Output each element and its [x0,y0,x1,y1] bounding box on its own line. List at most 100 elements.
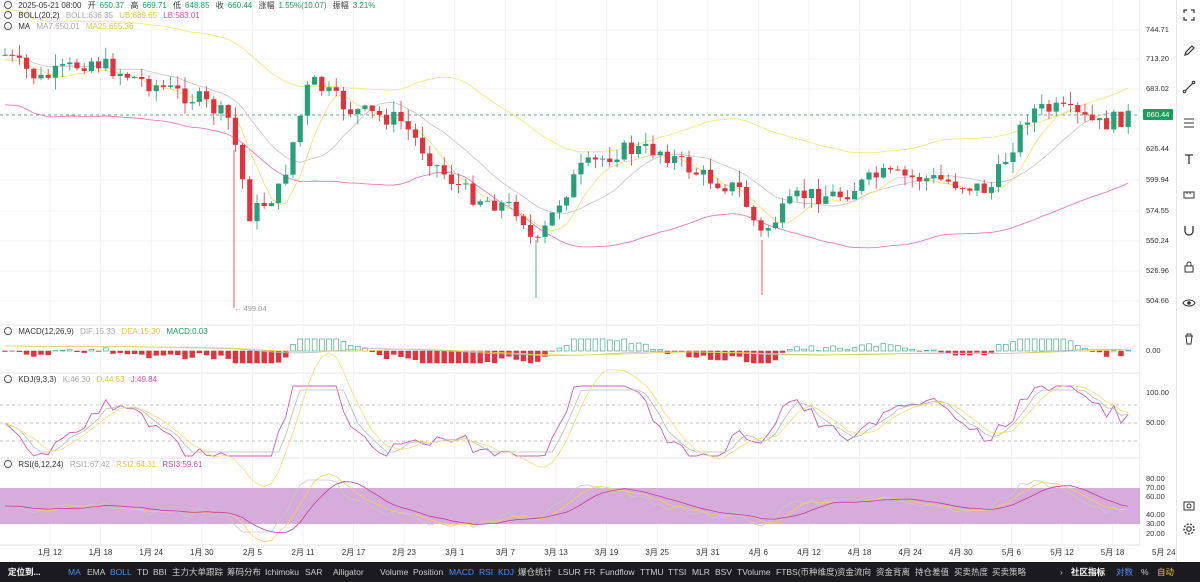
price-axis-label: 526.96 [1146,266,1169,275]
candle-body [736,182,742,188]
candle-body [744,187,750,207]
macd-histogram-bar [203,350,210,356]
indicator-toggle-1[interactable]: EMA [87,567,106,577]
rsi2-value: RSI2:64.31 [116,460,157,469]
macd-histogram-bar [513,350,519,360]
settings-icon[interactable] [4,460,12,468]
fullscreen-icon[interactable] [1182,8,1196,22]
rsi-name: RSI(6,12,24) [18,460,64,469]
settings-icon[interactable] [4,22,12,30]
indicator-toggle-26[interactable]: 资金背离 [876,567,911,577]
indicator-toggle-28[interactable]: 买卖热度 [954,567,989,577]
settings-icon[interactable] [4,11,12,19]
time-axis-label: 3月 1 [445,548,465,557]
magnet-icon[interactable] [1182,224,1196,238]
boll-info[interactable]: BOLL(20,2) BOLL:636.35 UB:689.65 LB:583.… [4,11,204,21]
fib-icon[interactable] [1182,116,1196,130]
trash-icon[interactable] [1182,332,1196,346]
indicator-toggle-6[interactable]: 筹码分布 [227,567,262,577]
indicator-toggle-4[interactable]: BBI [153,567,167,577]
kdj-info[interactable]: KDJ(9,3,3) K:46.30 D:44.53 J:49.84 [4,375,161,385]
more-indicators-button[interactable]: › [1060,567,1063,577]
settings-icon[interactable] [4,327,12,335]
indicator-toggle-18[interactable]: Fundflow [600,567,635,577]
trend-line-icon[interactable] [1182,80,1196,94]
indicator-toggle-5[interactable]: 主力大单跟踪 [172,567,224,577]
macd-histogram-bar [506,350,512,357]
macd-histogram-bar [851,347,858,352]
community-indicators-button[interactable]: 社区指标 [1071,567,1106,577]
measure-icon[interactable] [1182,188,1196,202]
indicator-toggle-25[interactable]: 资金流向 [837,567,872,577]
macd-histogram-bar [520,350,527,362]
settings-gear-icon[interactable] [1182,522,1196,536]
candle-body [477,201,483,205]
indicator-toggle-21[interactable]: MLR [692,567,710,577]
indicator-toggle-17[interactable]: FR [584,567,596,577]
candle-body [218,105,224,114]
kdj-j: J:49.84 [130,375,158,384]
indicator-toggle-7[interactable]: Ichimoku [265,567,300,577]
settings-icon[interactable] [4,375,12,383]
macd-histogram-bar [225,350,231,359]
candle-body [672,156,678,163]
log-scale-toggle[interactable]: 对数 [1116,567,1134,577]
candle-body [1104,118,1110,130]
drawing-pen-icon[interactable] [1182,44,1196,58]
candle-body [657,151,663,156]
auto-scale-toggle[interactable]: 自动 [1157,567,1175,577]
indicator-toggle-10[interactable]: Volume [380,567,409,577]
candle-body [470,183,476,205]
chart-canvas[interactable] [0,0,1140,548]
eye-icon[interactable] [1182,296,1196,310]
macd-histogram-bar [333,338,339,352]
indicator-toggle-11[interactable]: Position [413,567,444,577]
indicator-toggle-20[interactable]: TTSI [668,567,687,577]
candle-body [607,158,613,163]
indicator-toggle-12[interactable]: MACD [449,567,475,577]
indicator-toggle-15[interactable]: 爆仓统计 [518,567,553,577]
indicator-toggle-29[interactable]: 买卖策略 [992,567,1027,577]
lock-icon[interactable] [1182,260,1196,274]
indicator-toggle-16[interactable]: LSUR [558,567,581,577]
indicator-toggle-2[interactable]: BOLL [110,567,132,577]
indicator-toggle-9[interactable]: Alligator [333,567,364,577]
candle-body [945,179,951,182]
boll-mid-line [4,54,1129,215]
candle-body [664,151,670,163]
indicator-toggle-19[interactable]: TTMU [640,567,664,577]
rsi-info[interactable]: RSI(6,12,24) RSI1:67.42 RSI2:64.31 RSI3:… [4,460,206,470]
indicator-toggle-27[interactable]: 持仓差值 [915,567,950,577]
candle-body [621,142,627,160]
candle-body [816,189,822,204]
candle-body [16,55,22,58]
ma-info[interactable]: MA MA7:650.01 MA25:655.36 [4,22,137,32]
indicator-toggle-3[interactable]: TD [137,567,149,577]
collapse-icon[interactable] [4,1,12,9]
indicator-toggle-23[interactable]: TVolume [737,567,771,577]
candle-body [859,179,865,191]
indicator-toggle-13[interactable]: RSI [479,567,494,577]
candle-body [830,191,836,197]
indicator-toggle-8[interactable]: SAR [305,567,323,577]
price-axis-label: 744.71 [1146,25,1169,34]
indicator-axis-label: 30.00 [1146,519,1165,528]
kdj-d-line [4,352,1129,487]
macd-histogram-bar [290,344,296,352]
locate-button[interactable]: 定位到... [8,567,41,577]
candle-body [139,76,145,80]
screenshot-icon[interactable] [1182,498,1196,512]
text-tool-icon[interactable] [1182,152,1196,166]
macd-histogram-bar [304,338,311,352]
rsi1-line [4,479,1129,533]
indicator-toggle-0[interactable]: MA [68,567,81,577]
percent-scale-toggle[interactable]: % [1141,567,1149,577]
indicator-toggle-14[interactable]: KDJ [498,567,515,577]
macd-histogram-bar [88,349,95,352]
macd-info[interactable]: MACD(12,26,9) DIF:15.33 DEA:15.30 MACD:0… [4,327,212,337]
candle-body [74,62,80,69]
indicator-toggle-22[interactable]: BSV [715,567,733,577]
macd-histogram-bar [427,350,433,364]
indicator-toggle-24[interactable]: FTBS(币种维度) [776,567,838,577]
macd-histogram-bar [38,350,44,355]
